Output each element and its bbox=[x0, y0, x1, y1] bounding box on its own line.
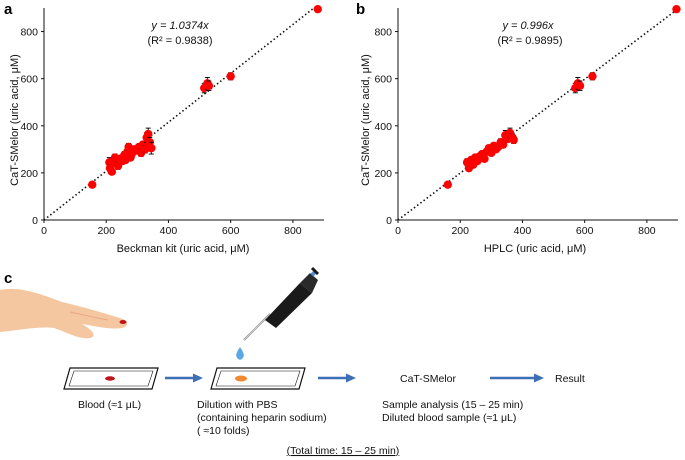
chart-b-y-tick-label: 200 bbox=[374, 168, 392, 180]
step-blood-label: Blood (≈1 μL) bbox=[78, 399, 141, 411]
scatter-chart-b: CaT-SMelor (uric acid, μM) HPLC (uric ac… bbox=[360, 4, 681, 255]
step-dilution-line3: ( ≈10 folds) bbox=[197, 425, 249, 437]
water-drop-icon bbox=[236, 347, 244, 360]
hand-illustration bbox=[0, 288, 128, 339]
chart-a-point bbox=[144, 129, 153, 139]
glass-slide-icon bbox=[210, 367, 306, 390]
chart-b-point bbox=[575, 81, 585, 90]
step-analysis-line2: Diluted blood sample (≈1 μL) bbox=[382, 412, 516, 424]
panel-label-b: b bbox=[356, 1, 365, 18]
step-dilution-line1: Dilution with PBS bbox=[197, 399, 278, 411]
step-analysis-line1: Sample analysis (15 – 25 min) bbox=[382, 399, 523, 411]
pipette-illustration bbox=[236, 266, 320, 360]
chart-a-y-tick-label: 0 bbox=[32, 215, 38, 227]
step-result-label: Result bbox=[555, 373, 585, 385]
chart-b-r-squared: (R² = 0.9895) bbox=[497, 35, 562, 47]
blood-drop-icon bbox=[119, 320, 127, 324]
slide-blood bbox=[63, 367, 159, 390]
panel-label-a: a bbox=[4, 1, 13, 18]
step-dilution-line2: (containing heparin sodium) bbox=[197, 412, 327, 424]
chart-a-y-tick-label: 800 bbox=[20, 27, 38, 39]
chart-a-xlabel: Beckman kit (uric acid, μM) bbox=[117, 243, 250, 255]
diluted-sample-icon bbox=[235, 375, 247, 382]
step-device-title: CaT-SMelor bbox=[400, 373, 457, 385]
scatter-chart-a: CaT-SMelor (uric acid, μM) Beckman kit (… bbox=[9, 4, 324, 255]
glass-slide-inner-icon bbox=[68, 370, 154, 387]
chart-a-point bbox=[313, 4, 322, 14]
chart-a-x-tick-label: 800 bbox=[284, 225, 302, 237]
workflow-diagram: Blood (≈1 μL) Dilution with PBS (contain… bbox=[0, 266, 585, 457]
slide-diluted bbox=[210, 367, 306, 390]
chart-b-ylabel: CaT-SMelor (uric acid, μM) bbox=[360, 54, 372, 186]
chart-a-point bbox=[88, 180, 97, 189]
chart-a-ylabel: CaT-SMelor (uric acid, μM) bbox=[9, 54, 21, 186]
chart-b-y-tick-label: 800 bbox=[374, 27, 392, 39]
blood-sample-icon bbox=[105, 376, 115, 381]
chart-b-x-tick-label: 400 bbox=[514, 225, 532, 237]
chart-a-x-tick-label: 200 bbox=[97, 225, 115, 237]
arrow-icon bbox=[165, 373, 203, 383]
finger-crease-icon bbox=[69, 311, 109, 321]
chart-a-y-tick-label: 400 bbox=[20, 121, 38, 133]
chart-b-point bbox=[443, 180, 452, 189]
chart-b-x-tick-label: 600 bbox=[576, 225, 594, 237]
chart-b-y-tick-label: 400 bbox=[374, 121, 392, 133]
chart-b-equation: y = 0.996x bbox=[501, 20, 554, 32]
panel-label-c: c bbox=[4, 270, 12, 287]
chart-b-y-tick-label: 0 bbox=[386, 215, 392, 227]
chart-a-point bbox=[204, 81, 214, 90]
chart-a-equation: y = 1.0374x bbox=[150, 20, 209, 32]
pipette-handle-icon bbox=[300, 273, 318, 293]
workflow-arrows bbox=[165, 373, 544, 383]
chart-b-point bbox=[509, 135, 518, 145]
arrow-icon bbox=[318, 373, 356, 383]
pipette-body-icon bbox=[265, 283, 312, 328]
hand-icon bbox=[0, 288, 128, 339]
chart-b-xlabel: HPLC (uric acid, μM) bbox=[484, 243, 586, 255]
chart-a-point bbox=[226, 72, 235, 81]
chart-a-y-tick-label: 200 bbox=[20, 168, 38, 180]
arrow-icon bbox=[490, 373, 544, 383]
chart-b-y-tick-label: 600 bbox=[374, 74, 392, 86]
glass-slide-inner-icon bbox=[215, 370, 301, 387]
total-time-label: (Total time: 15 – 25 min) bbox=[287, 445, 400, 457]
chart-b-point bbox=[672, 4, 681, 14]
chart-a-x-tick-label: 600 bbox=[222, 225, 240, 237]
chart-a-y-tick-label: 600 bbox=[20, 74, 38, 86]
chart-b-x-tick-label: 200 bbox=[451, 225, 469, 237]
chart-a-point bbox=[140, 145, 150, 154]
chart-b-fit-line bbox=[397, 8, 679, 221]
chart-a-r-squared: (R² = 0.9838) bbox=[147, 35, 212, 47]
chart-a-x-tick-label: 0 bbox=[41, 225, 47, 237]
chart-a-point bbox=[107, 167, 117, 176]
pipette-tip-highlight-icon bbox=[243, 313, 271, 341]
chart-b-point bbox=[588, 72, 597, 81]
chart-b-x-tick-label: 0 bbox=[395, 225, 401, 237]
chart-b-x-tick-label: 800 bbox=[638, 225, 656, 237]
chart-a-x-tick-label: 400 bbox=[160, 225, 178, 237]
chart-b-point bbox=[480, 154, 489, 163]
pipette-button-icon bbox=[310, 266, 320, 276]
chart-a-point bbox=[147, 143, 156, 153]
